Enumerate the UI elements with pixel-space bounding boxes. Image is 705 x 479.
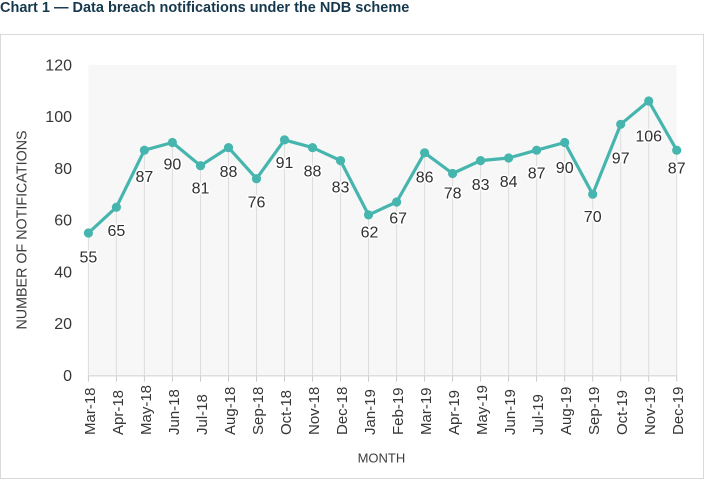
svg-text:90: 90 [556, 160, 574, 177]
svg-text:Mar-19: Mar-19 [418, 387, 435, 435]
svg-text:83: 83 [472, 177, 490, 194]
svg-text:Jan-19: Jan-19 [362, 389, 379, 435]
svg-text:Feb-19: Feb-19 [390, 387, 407, 435]
svg-text:65: 65 [108, 223, 126, 240]
svg-text:80: 80 [54, 161, 72, 178]
svg-text:87: 87 [668, 161, 686, 178]
svg-text:40: 40 [54, 264, 72, 281]
svg-text:62: 62 [361, 224, 379, 241]
svg-text:Sep-18: Sep-18 [250, 387, 267, 435]
svg-text:86: 86 [416, 170, 434, 187]
svg-text:Jul-18: Jul-18 [194, 394, 211, 435]
svg-text:Jun-18: Jun-18 [166, 389, 183, 435]
svg-text:NUMBER OF NOTIFICATIONS: NUMBER OF NOTIFICATIONS [15, 130, 31, 329]
svg-text:Aug-19: Aug-19 [558, 387, 575, 435]
svg-text:87: 87 [528, 166, 546, 183]
svg-text:76: 76 [248, 195, 266, 212]
svg-text:88: 88 [220, 164, 238, 181]
svg-text:Jun-19: Jun-19 [502, 389, 519, 435]
svg-text:Nov-18: Nov-18 [306, 387, 323, 435]
svg-text:MONTH: MONTH [358, 450, 406, 465]
svg-text:91: 91 [276, 155, 294, 172]
svg-text:0: 0 [63, 368, 72, 385]
svg-text:78: 78 [444, 186, 462, 203]
svg-text:Nov-19: Nov-19 [642, 387, 659, 435]
svg-text:May-19: May-19 [474, 385, 491, 435]
svg-text:55: 55 [80, 250, 98, 267]
svg-text:90: 90 [164, 157, 182, 174]
svg-text:97: 97 [612, 151, 630, 168]
svg-text:88: 88 [304, 164, 322, 181]
svg-text:87: 87 [136, 169, 154, 186]
svg-text:Aug-18: Aug-18 [222, 387, 239, 435]
svg-text:Dec-18: Dec-18 [334, 387, 351, 435]
svg-text:20: 20 [54, 316, 72, 333]
svg-text:Oct-19: Oct-19 [614, 390, 631, 435]
svg-text:Oct-18: Oct-18 [278, 390, 295, 435]
svg-text:67: 67 [389, 211, 407, 228]
svg-text:May-18: May-18 [138, 385, 155, 435]
svg-text:60: 60 [54, 213, 72, 230]
svg-text:70: 70 [584, 209, 602, 226]
svg-text:Sep-19: Sep-19 [586, 387, 603, 435]
svg-text:83: 83 [332, 180, 350, 197]
svg-text:Dec-19: Dec-19 [670, 387, 687, 435]
svg-text:106: 106 [635, 128, 662, 145]
svg-text:84: 84 [500, 174, 518, 191]
svg-text:Mar-18: Mar-18 [82, 387, 99, 435]
svg-text:120: 120 [45, 57, 72, 74]
svg-text:Apr-18: Apr-18 [110, 390, 127, 435]
svg-text:100: 100 [45, 109, 72, 126]
svg-text:Jul-19: Jul-19 [530, 394, 547, 435]
svg-text:81: 81 [192, 180, 210, 197]
svg-text:Apr-19: Apr-19 [446, 390, 463, 435]
